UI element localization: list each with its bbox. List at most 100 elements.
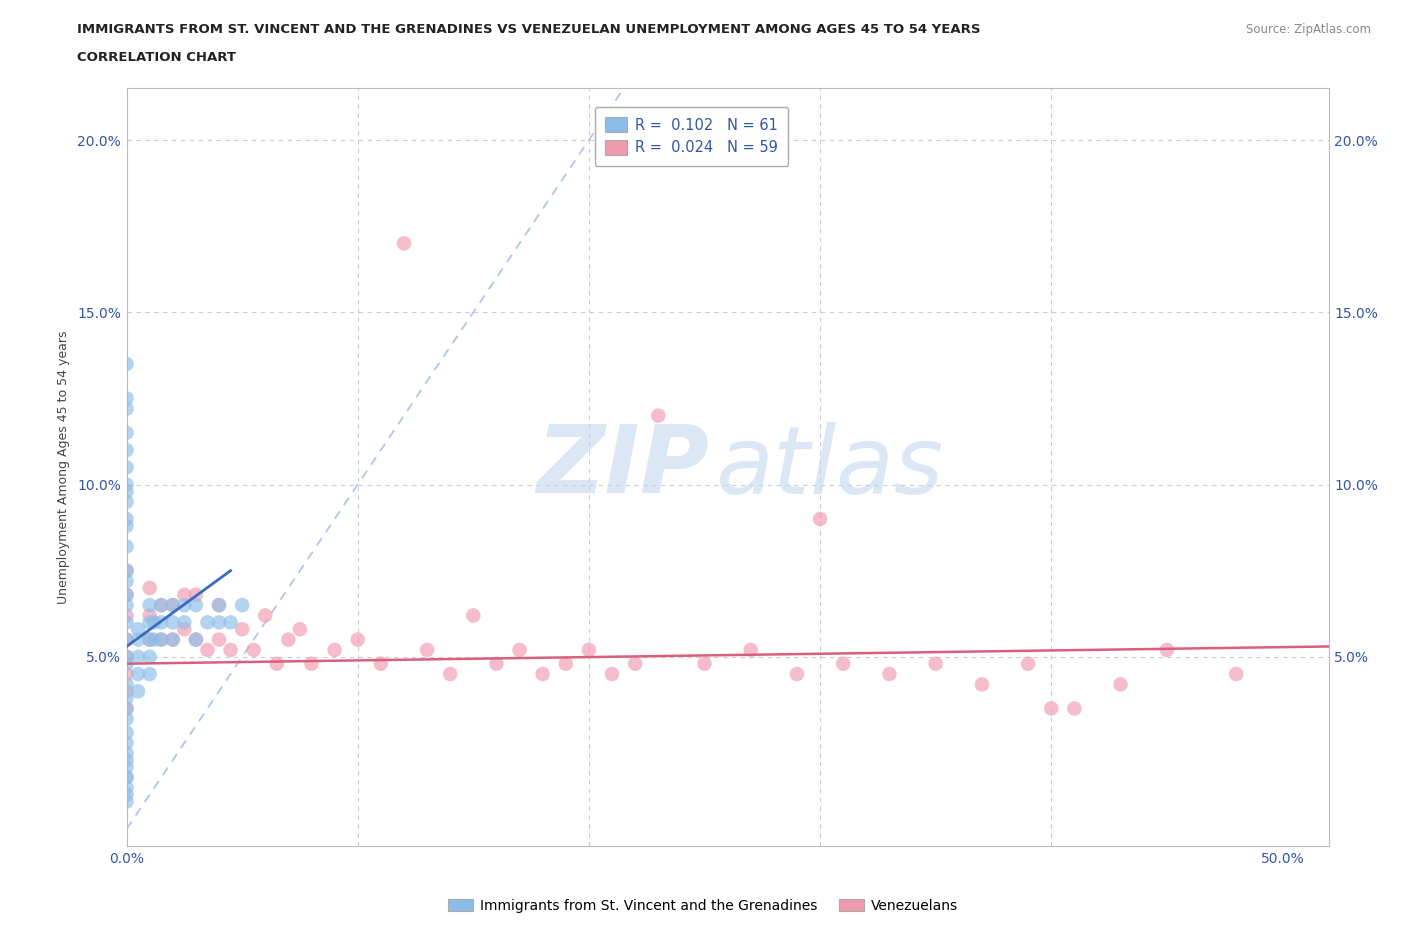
Point <box>173 622 195 637</box>
Point <box>416 643 439 658</box>
Point <box>115 657 138 671</box>
Point <box>288 622 311 637</box>
Point <box>150 615 173 630</box>
Point <box>208 598 231 613</box>
Point <box>115 460 138 475</box>
Point <box>115 701 138 716</box>
Point <box>115 711 138 726</box>
Point <box>115 356 138 371</box>
Point <box>115 632 138 647</box>
Point <box>1109 677 1132 692</box>
Point <box>208 615 231 630</box>
Point <box>162 615 184 630</box>
Point <box>115 691 138 706</box>
Text: CORRELATION CHART: CORRELATION CHART <box>77 51 236 64</box>
Point <box>115 677 138 692</box>
Point <box>808 512 831 526</box>
Point <box>231 622 253 637</box>
Point <box>115 684 138 698</box>
Point <box>266 657 288 671</box>
Point <box>208 632 231 647</box>
Point <box>115 615 138 630</box>
Point <box>115 608 138 623</box>
Point <box>485 657 508 671</box>
Point <box>115 752 138 767</box>
Point <box>115 484 138 498</box>
Point <box>115 574 138 589</box>
Point <box>138 632 160 647</box>
Point <box>1040 701 1063 716</box>
Point <box>138 632 160 647</box>
Point <box>115 746 138 761</box>
Point <box>115 787 138 802</box>
Point <box>138 667 160 682</box>
Point <box>138 649 160 664</box>
Point <box>127 649 149 664</box>
Point <box>115 725 138 740</box>
Point <box>115 649 138 664</box>
Point <box>162 632 184 647</box>
Point <box>219 615 242 630</box>
Point <box>184 598 207 613</box>
Point <box>115 760 138 775</box>
Point <box>832 657 855 671</box>
Point <box>277 632 299 647</box>
Point <box>115 770 138 785</box>
Point <box>115 649 138 664</box>
Point <box>162 598 184 613</box>
Point <box>231 598 253 613</box>
Point <box>150 632 173 647</box>
Point <box>115 794 138 809</box>
Point <box>127 667 149 682</box>
Point <box>184 632 207 647</box>
Point <box>184 588 207 603</box>
Point <box>346 632 368 647</box>
Point <box>554 657 576 671</box>
Point <box>786 667 808 682</box>
Point <box>463 608 485 623</box>
Point <box>138 608 160 623</box>
Point <box>197 615 219 630</box>
Point <box>370 657 392 671</box>
Point <box>138 580 160 595</box>
Point <box>693 657 716 671</box>
Point <box>115 539 138 554</box>
Point <box>115 425 138 440</box>
Point <box>624 657 647 671</box>
Point <box>184 632 207 647</box>
Point <box>509 643 531 658</box>
Point <box>647 408 669 423</box>
Text: Source: ZipAtlas.com: Source: ZipAtlas.com <box>1246 23 1371 36</box>
Point <box>173 598 195 613</box>
Point <box>392 236 415 251</box>
Point <box>173 615 195 630</box>
Point <box>924 657 946 671</box>
Point <box>301 657 323 671</box>
Text: atlas: atlas <box>716 422 943 512</box>
Point <box>115 701 138 716</box>
Point <box>115 443 138 458</box>
Point <box>115 598 138 613</box>
Point <box>115 564 138 578</box>
Point <box>1156 643 1178 658</box>
Point <box>600 667 623 682</box>
Point <box>115 588 138 603</box>
Point <box>219 643 242 658</box>
Point <box>115 495 138 510</box>
Point <box>143 632 166 647</box>
Legend: R =  0.102   N = 61, R =  0.024   N = 59: R = 0.102 N = 61, R = 0.024 N = 59 <box>595 107 789 166</box>
Point <box>197 643 219 658</box>
Point <box>578 643 600 658</box>
Point <box>143 615 166 630</box>
Point <box>150 598 173 613</box>
Point <box>127 622 149 637</box>
Point <box>173 588 195 603</box>
Point <box>115 780 138 795</box>
Point <box>323 643 346 658</box>
Point <box>150 632 173 647</box>
Text: ZIP: ZIP <box>537 421 710 513</box>
Point <box>115 391 138 405</box>
Point <box>150 598 173 613</box>
Point <box>970 677 993 692</box>
Point <box>115 770 138 785</box>
